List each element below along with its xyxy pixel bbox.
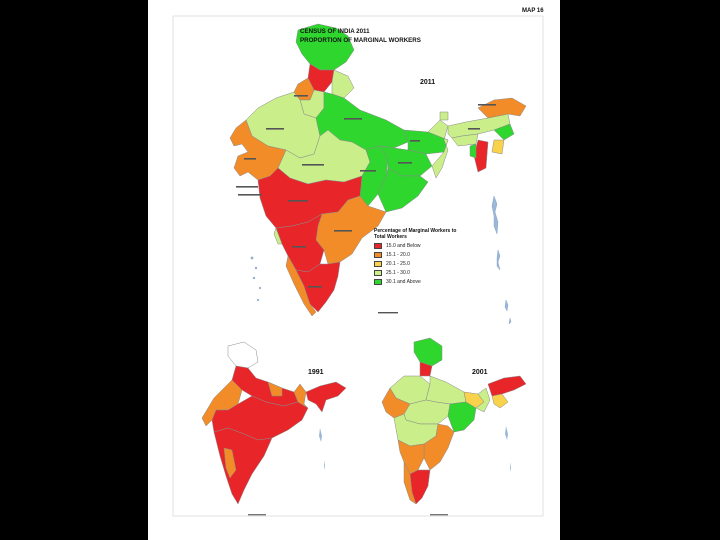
legend-label: 15.0 and Below (386, 242, 421, 249)
map-sheet: MAP 16 CENSUS OF INDIA 2011 PROPORTION O… (148, 0, 560, 540)
islands-1991 (319, 428, 325, 470)
inset-1991-south (213, 427, 273, 505)
state-tripura (469, 143, 477, 159)
legend-label: 30.1 and Above (386, 278, 421, 285)
inset-1991-karnataka (223, 447, 237, 479)
inset-2001-ap (423, 423, 455, 471)
inset-2001-east (447, 401, 477, 433)
inset-1991-bihar (267, 381, 283, 397)
map-canvas (172, 15, 544, 517)
state-goa (273, 227, 283, 245)
legend-title: Percentage of Marginal Workers to Total … (374, 228, 457, 240)
inset-2001-up (425, 375, 467, 405)
state-name-labels-main (236, 95, 496, 314)
legend-label: 25.1 - 30.0 (386, 269, 410, 276)
state-arunachal (477, 97, 527, 119)
state-manipur (491, 139, 505, 155)
inset-map-1991 (201, 341, 347, 505)
legend-swatch (374, 243, 382, 249)
state-uttarakhand (331, 69, 355, 99)
state-sikkim (439, 111, 449, 121)
inset-1991-northeast (305, 381, 347, 413)
inset-map-2001 (381, 337, 527, 505)
year-label-2011: 2011 (420, 79, 436, 86)
map-frame (172, 15, 544, 517)
legend-label: 20.1 - 25.0 (386, 260, 410, 267)
islands-2001 (505, 426, 511, 472)
inset-1991-jk (227, 341, 259, 369)
scale-marks (248, 514, 448, 516)
legend-swatch (374, 252, 382, 258)
map-title-line1: CENSUS OF INDIA 2011 (300, 28, 370, 35)
legend-swatch (374, 261, 382, 267)
state-west-bengal (427, 119, 449, 179)
year-label-2001: 2001 (472, 369, 488, 376)
state-meghalaya (451, 133, 479, 147)
inset-2001-assam (491, 393, 509, 409)
legend-swatch (374, 279, 382, 285)
state-jammu-kashmir (295, 23, 355, 71)
inset-2001-jk (413, 337, 443, 367)
state-gujarat (229, 119, 287, 181)
inset-2001-bengal (475, 387, 491, 413)
state-nagaland (493, 123, 515, 141)
inset-2001-kerala (403, 461, 417, 505)
inset-2001-northeast (487, 375, 527, 397)
islands-main (250, 195, 512, 325)
year-label-1991: 1991 (308, 369, 324, 376)
legend-swatch (374, 270, 382, 276)
map-title-line2: PROPORTION OF MARGINAL WORKERS (300, 37, 421, 44)
legend-label: 15.1 - 20.0 (386, 251, 410, 258)
map-number: MAP 16 (522, 8, 544, 14)
inset-1991-bengal (293, 383, 309, 409)
inset-1991-north (231, 365, 299, 407)
inset-2001-mp (403, 399, 451, 425)
state-odisha (377, 167, 429, 213)
